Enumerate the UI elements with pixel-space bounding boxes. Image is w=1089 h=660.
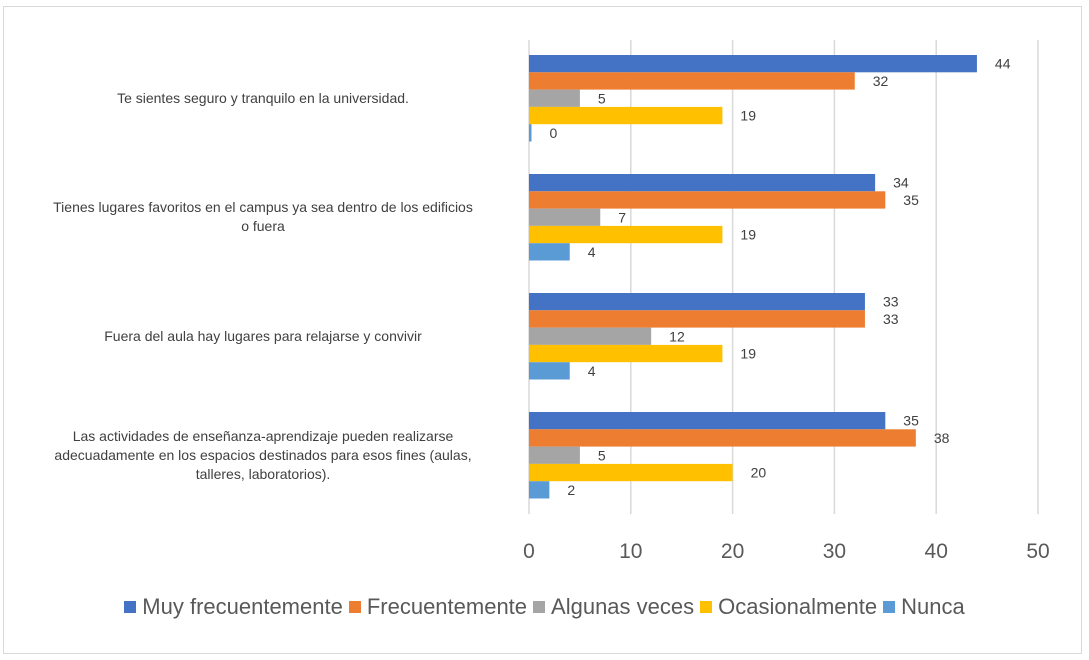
x-tick-label: 30 xyxy=(823,540,846,563)
bar-ocasionalmente xyxy=(529,463,733,482)
bar-algunas-veces xyxy=(529,327,652,345)
category-label: Te sientes seguro y tranquilo en la univ… xyxy=(13,89,513,108)
bar-muy-frecuentemente xyxy=(529,412,886,430)
legend: Muy frecuentemente Frecuentemente Algunas … xyxy=(0,594,1089,620)
bars xyxy=(529,55,977,499)
data-label: 33 xyxy=(883,294,899,310)
bar-nunca xyxy=(529,481,550,499)
category-label: Tienes lugares favoritos en el campus ya… xyxy=(13,198,513,236)
category-label-line: talleres, laboratorios). xyxy=(195,465,331,482)
data-label: 35 xyxy=(903,192,919,208)
data-label: 33 xyxy=(883,311,899,327)
legend-item: Ocasionalmente xyxy=(700,594,877,620)
bar-algunas-veces xyxy=(529,89,580,107)
x-tick-label: 50 xyxy=(1026,540,1049,563)
legend-swatch xyxy=(348,601,361,613)
data-label: 4 xyxy=(588,244,596,260)
data-label: 35 xyxy=(903,413,919,429)
data-label: 12 xyxy=(669,328,685,344)
data-label: 4 xyxy=(588,363,596,379)
bar-frecuentemente xyxy=(529,310,865,328)
bar-ocasionalmente xyxy=(529,344,723,363)
data-label: 32 xyxy=(873,73,889,89)
data-label: 5 xyxy=(598,447,606,463)
data-label: 19 xyxy=(740,108,756,124)
x-tick-label: 40 xyxy=(925,540,948,563)
legend-swatch xyxy=(700,601,713,613)
bar-algunas-veces xyxy=(529,446,580,464)
data-label: 44 xyxy=(995,56,1011,72)
bar-algunas-veces xyxy=(529,208,601,226)
legend-item: Frecuentemente xyxy=(348,594,528,620)
bar-nunca xyxy=(529,124,532,142)
x-tick-label: 0 xyxy=(523,540,535,563)
x-tick-label: 10 xyxy=(619,540,642,563)
category-label-line: Tienes lugares favoritos en el campus ya… xyxy=(53,199,473,216)
bar-muy-frecuentemente xyxy=(529,293,865,311)
bar-muy-frecuentemente xyxy=(529,55,977,73)
legend-item: Muy frecuentemente xyxy=(124,594,343,620)
legend-label: Ocasionalmente xyxy=(718,594,878,619)
data-label: 2 xyxy=(567,482,575,498)
category-label: Las actividades de enseñanza-aprendizaje… xyxy=(13,427,513,484)
category-label-line: Fuera del aula hay lugares para relajars… xyxy=(104,327,422,344)
data-label: 38 xyxy=(934,430,950,446)
bar-ocasionalmente xyxy=(529,225,723,244)
bar-muy-frecuentemente xyxy=(529,174,876,192)
legend-swatch xyxy=(883,601,896,613)
data-label: 20 xyxy=(751,465,767,481)
legend-label: Nunca xyxy=(901,594,965,619)
bar-ocasionalmente xyxy=(529,106,723,125)
data-label: 19 xyxy=(740,227,756,243)
x-tick-label: 20 xyxy=(721,540,744,563)
legend-label: Algunas veces xyxy=(551,594,695,619)
category-label: Fuera del aula hay lugares para relajars… xyxy=(13,327,513,346)
category-label-line: Te sientes seguro y tranquilo en la univ… xyxy=(117,89,409,106)
data-label: 7 xyxy=(618,209,626,225)
category-label-line: o fuera xyxy=(241,218,285,235)
legend-swatch xyxy=(124,601,137,613)
x-axis-ticks: 0 10 20 30 40 50 xyxy=(523,540,1050,563)
legend-swatch xyxy=(533,601,546,613)
data-label: 19 xyxy=(740,346,756,362)
bar-nunca xyxy=(529,243,570,261)
bar-nunca xyxy=(529,362,570,380)
bar-frecuentemente xyxy=(529,429,916,447)
legend-item: Nunca xyxy=(883,594,965,620)
category-label-line: adecuadamente en los espacios destinados… xyxy=(54,446,472,463)
bar-frecuentemente xyxy=(529,191,886,209)
legend-label: Muy frecuentemente xyxy=(142,594,343,619)
data-label: 5 xyxy=(598,90,606,106)
legend-item: Algunas veces xyxy=(533,594,694,620)
legend-label: Frecuentemente xyxy=(366,594,528,619)
data-label: 0 xyxy=(550,125,558,141)
data-label: 34 xyxy=(893,175,909,191)
category-label-line: Las actividades de enseñanza-aprendizaje… xyxy=(72,427,454,444)
bar-frecuentemente xyxy=(529,72,855,90)
